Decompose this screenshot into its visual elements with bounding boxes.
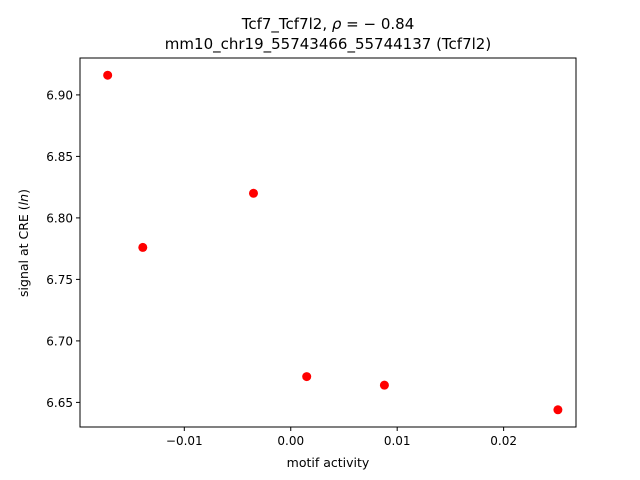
y-tick-label: 6.90 [46,88,73,102]
chart-title-line2: mm10_chr19_55743466_55744137 (Tcf7l2) [165,35,491,54]
data-point [302,372,312,382]
x-tick-label: 0.00 [277,434,304,448]
y-tick-label: 6.70 [46,334,73,348]
x-tick-label: −0.01 [166,434,203,448]
x-tick-label: 0.02 [490,434,517,448]
chart-title-line1: Tcf7_Tcf7l2, ρ = − 0.84 [241,15,415,34]
plot-area [79,57,577,428]
y-tick-label: 6.75 [46,273,73,287]
y-axis: 6.65 6.70 6.75 6.80 6.85 6.90 [46,88,80,410]
data-point [248,188,258,198]
x-axis-label: motif activity [287,455,370,470]
y-tick-label: 6.85 [46,150,73,164]
y-tick-label: 6.80 [46,211,73,225]
y-tick-label: 6.65 [46,396,73,410]
data-points [103,70,563,415]
plot-frame [79,57,577,428]
data-point [379,380,389,390]
data-point [553,405,563,415]
data-point [138,242,148,252]
data-point [103,70,113,80]
y-axis-label: signal at CRE (ln) [16,189,31,297]
x-axis: −0.01 0.00 0.01 0.02 [166,427,517,448]
x-tick-label: 0.01 [384,434,411,448]
